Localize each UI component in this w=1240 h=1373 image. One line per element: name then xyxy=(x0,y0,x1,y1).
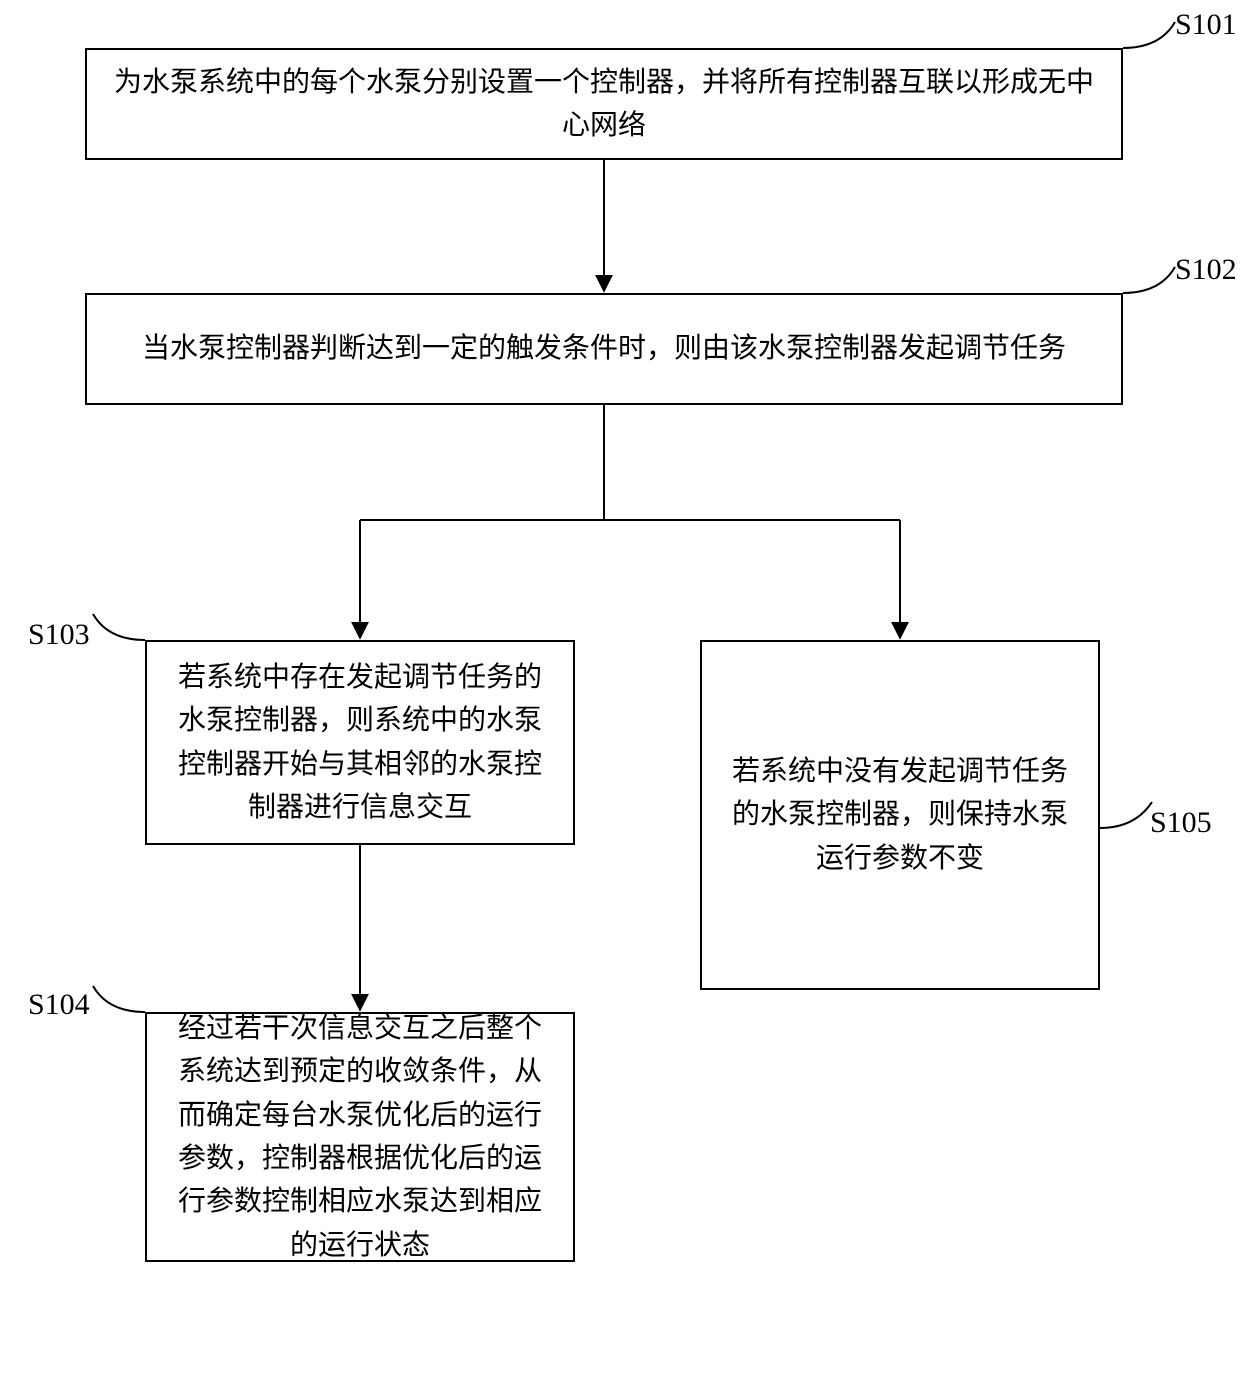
node-s102: 当水泵控制器判断达到一定的触发条件时，则由该水泵控制器发起调节任务 xyxy=(85,293,1123,405)
node-s102-text: 当水泵控制器判断达到一定的触发条件时，则由该水泵控制器发起调节任务 xyxy=(142,327,1066,370)
label-s105: S105 xyxy=(1150,806,1212,840)
node-s103: 若系统中存在发起调节任务的水泵控制器，则系统中的水泵控制器开始与其相邻的水泵控制… xyxy=(145,640,575,845)
node-s105: 若系统中没有发起调节任务的水泵控制器，则保持水泵运行参数不变 xyxy=(700,640,1100,990)
node-s101-text: 为水泵系统中的每个水泵分别设置一个控制器，并将所有控制器互联以形成无中心网络 xyxy=(107,61,1101,148)
node-s104-text: 经过若干次信息交互之后整个系统达到预定的收敛条件，从而确定每台水泵优化后的运行参… xyxy=(167,1007,553,1267)
label-s104: S104 xyxy=(28,988,90,1022)
flowchart-canvas: 为水泵系统中的每个水泵分别设置一个控制器，并将所有控制器互联以形成无中心网络 S… xyxy=(0,0,1240,1373)
node-s104: 经过若干次信息交互之后整个系统达到预定的收敛条件，从而确定每台水泵优化后的运行参… xyxy=(145,1012,575,1262)
label-s103: S103 xyxy=(28,618,90,652)
node-s101: 为水泵系统中的每个水泵分别设置一个控制器，并将所有控制器互联以形成无中心网络 xyxy=(85,48,1123,160)
node-s105-text: 若系统中没有发起调节任务的水泵控制器，则保持水泵运行参数不变 xyxy=(722,750,1078,880)
node-s103-text: 若系统中存在发起调节任务的水泵控制器，则系统中的水泵控制器开始与其相邻的水泵控制… xyxy=(167,656,553,830)
label-s102: S102 xyxy=(1175,253,1237,287)
label-s101: S101 xyxy=(1175,8,1237,42)
